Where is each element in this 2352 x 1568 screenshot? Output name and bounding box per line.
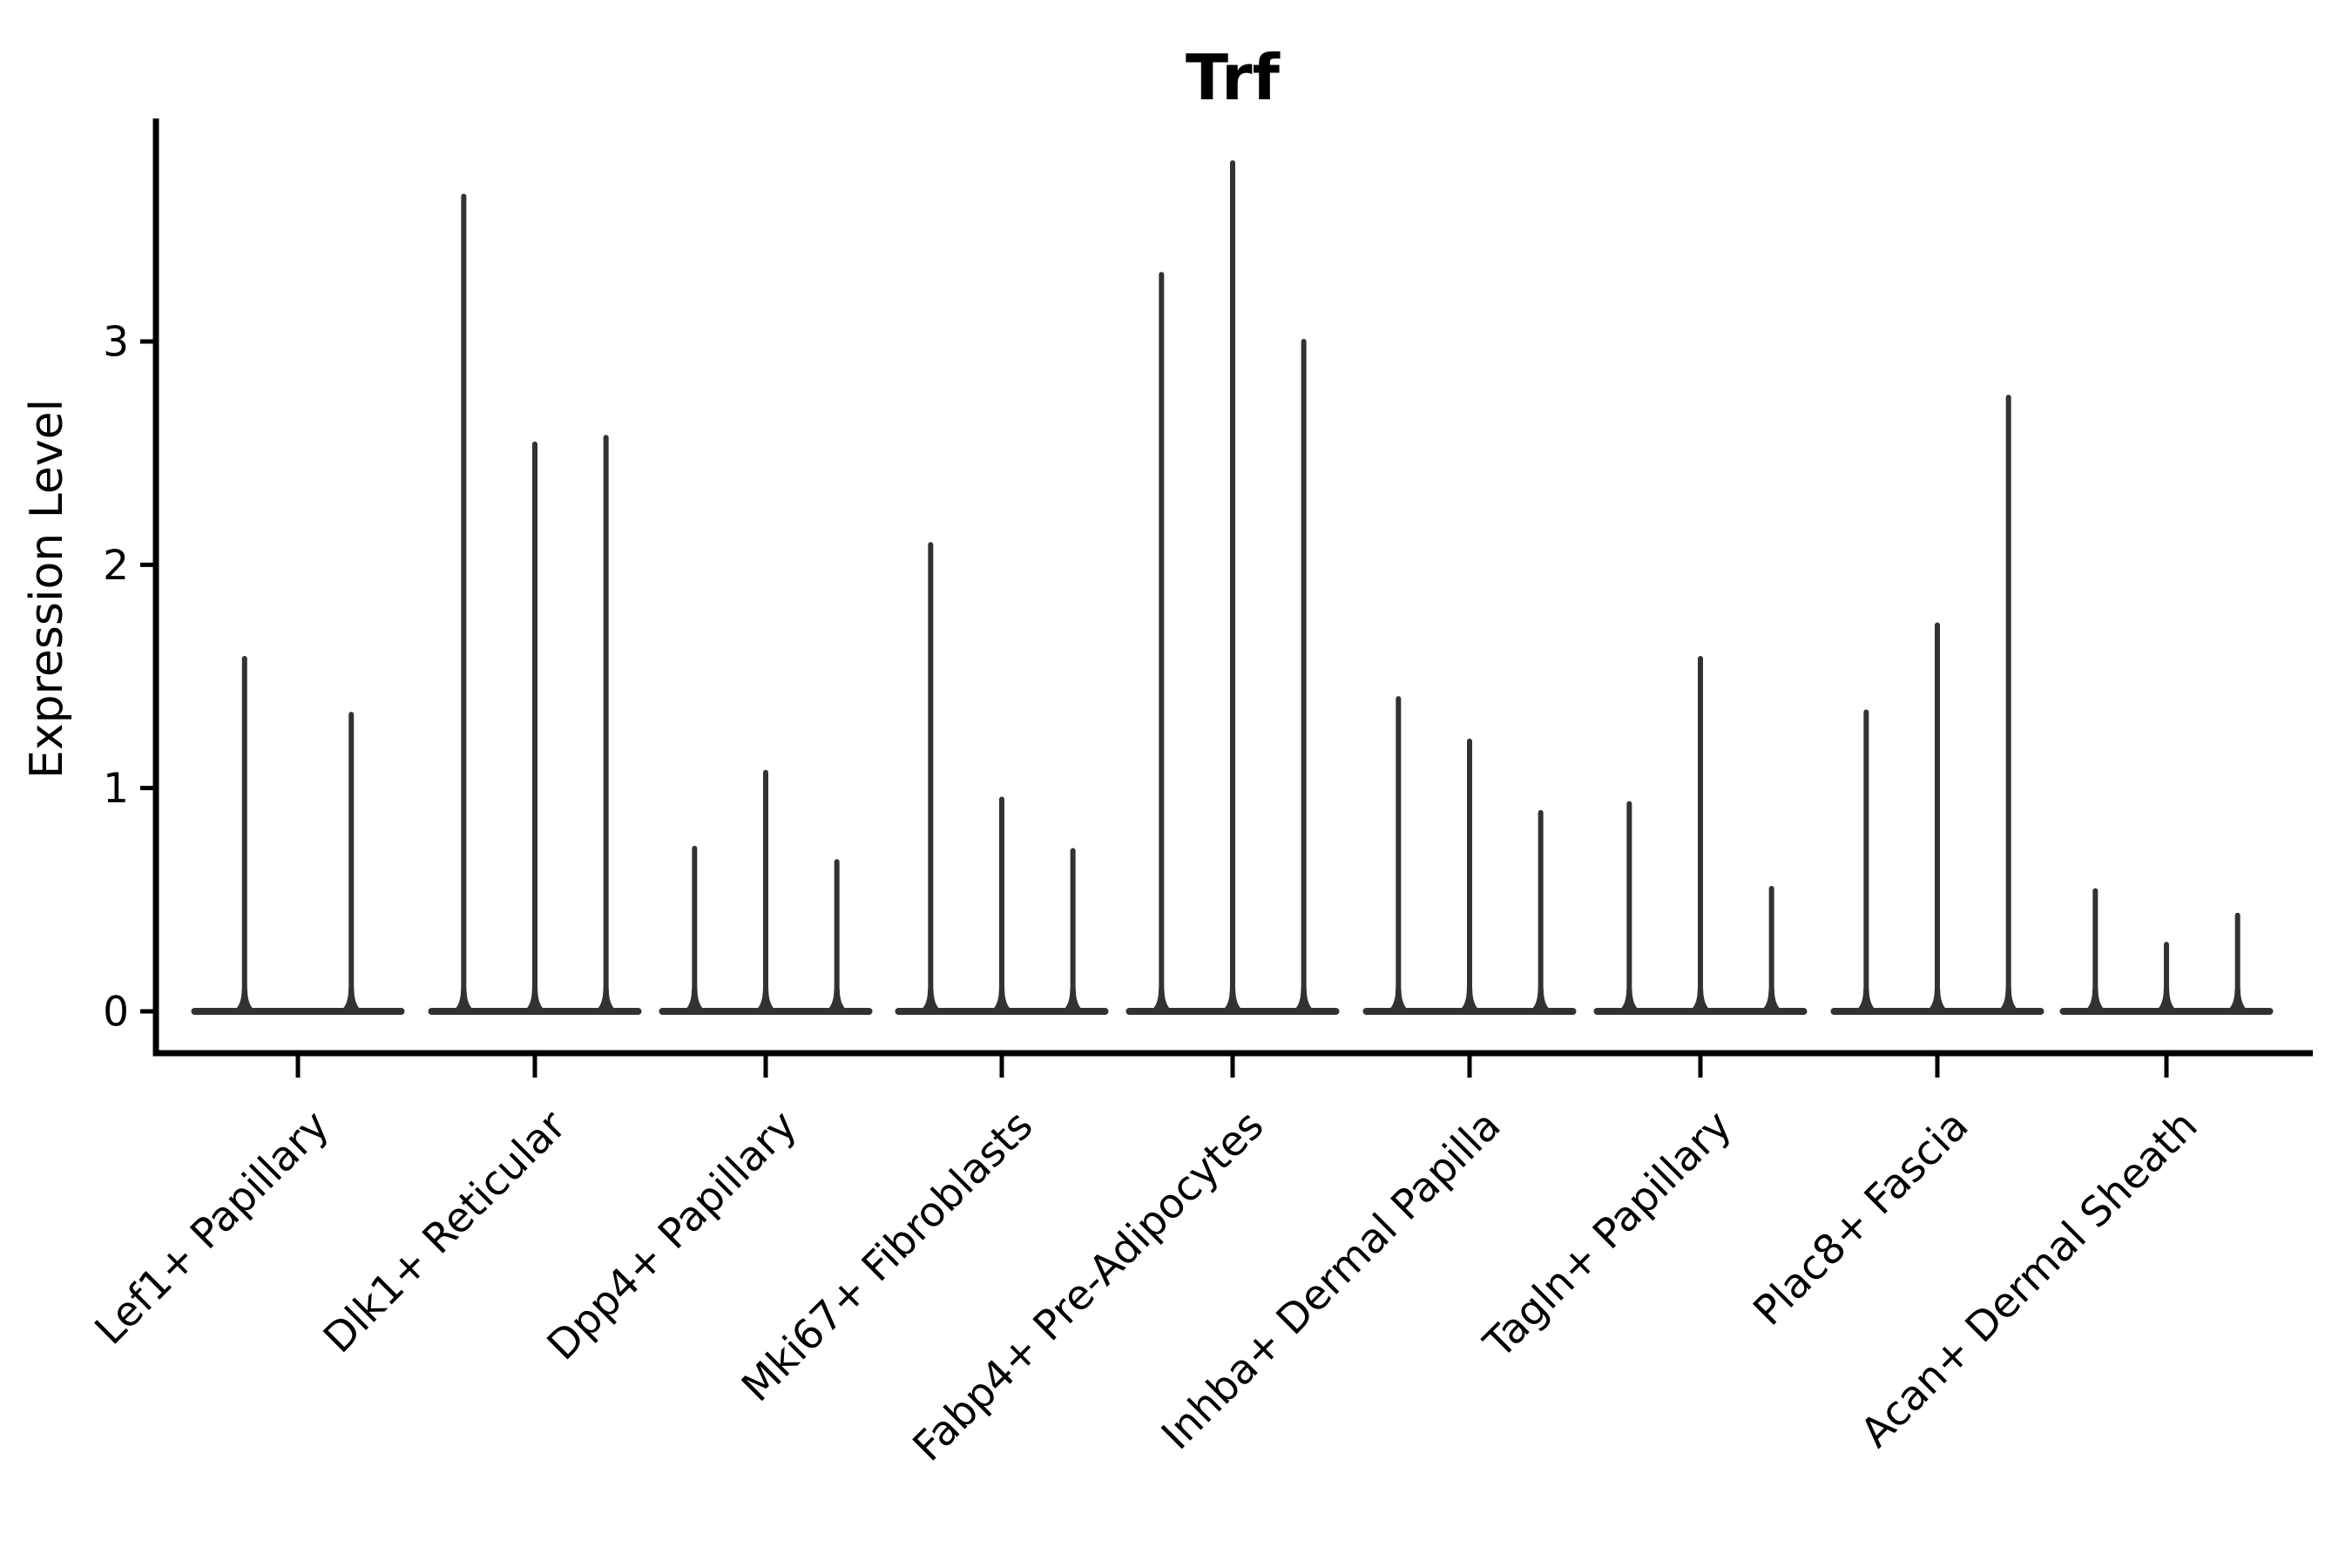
x-tick-label: Dpp4+ Papillary (538, 1102, 807, 1370)
axes-layer (140, 118, 2313, 1078)
y-axis-label: Expression Level (21, 399, 73, 779)
x-tick-label: Tagln+ Papillary (1475, 1102, 1741, 1369)
x-tick-label: Plac8+ Fascia (1745, 1102, 1978, 1335)
y-tick-label: 1 (103, 765, 129, 813)
y-tick-label: 2 (103, 542, 129, 590)
violin-layer (191, 159, 2274, 1015)
x-tick-label: Lef1+ Papillary (86, 1102, 339, 1355)
y-tick-label: 3 (103, 318, 129, 366)
x-tick-label: Dlk1+ Reticular (314, 1101, 576, 1362)
violin-base (191, 1008, 405, 1015)
chart-title: Trf (1186, 41, 1281, 114)
y-tick-label: 0 (103, 988, 129, 1036)
